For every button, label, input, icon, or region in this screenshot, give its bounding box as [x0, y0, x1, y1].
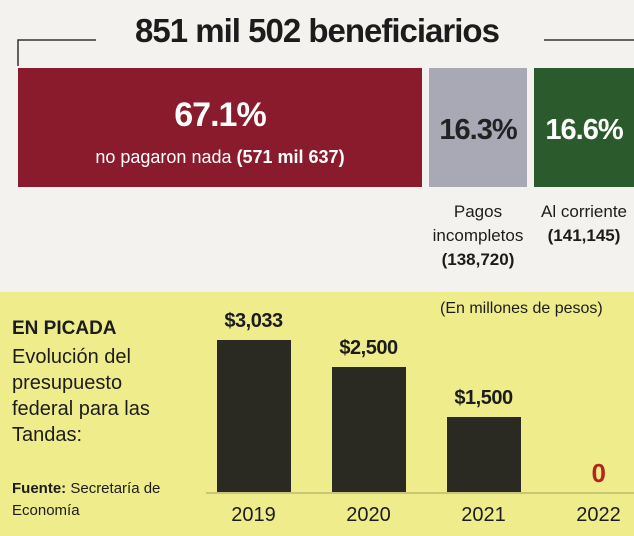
value-label: 67.1%	[174, 96, 266, 134]
category-name: Pagos incompletos	[432, 202, 524, 245]
x-tick-label: 2020	[346, 504, 391, 526]
source: Fuente: Secretaría de Economía	[12, 478, 182, 522]
panel-subtitle: Evolución del presupuesto federal para l…	[12, 346, 150, 446]
category-count: (141,145)	[547, 226, 621, 245]
x-tick-label: 2022	[576, 504, 621, 526]
category-count: (138,720)	[441, 250, 515, 269]
value-label: 16.6%	[545, 114, 623, 146]
category-label: Pagos incompletos (138,720)	[425, 200, 531, 272]
chart-title: 851 mil 502 beneficiarios	[135, 12, 500, 49]
source-text: Secretaría de Economía	[12, 480, 161, 519]
category-label: no pagaron nada (571 mil 637)	[18, 145, 422, 169]
segment	[18, 68, 422, 187]
unit-note: (En millones de pesos)	[440, 300, 603, 317]
value-label: $3,033	[224, 310, 283, 333]
segment	[428, 68, 528, 187]
value-label: $2,500	[339, 337, 398, 359]
category-count: (571 mil 637)	[236, 147, 345, 167]
value-label: 0	[591, 458, 606, 488]
baseline	[206, 492, 634, 494]
x-tick-label: 2019	[231, 504, 276, 526]
bracket	[17, 39, 634, 66]
bar	[216, 340, 291, 492]
segment	[534, 68, 634, 187]
category-name: no pagaron nada	[95, 147, 232, 167]
x-tick-label: 2021	[461, 504, 506, 526]
category-name: Al corriente	[541, 202, 628, 221]
panel-title: EN PICADA	[12, 318, 117, 339]
source-label: Fuente:	[12, 480, 67, 497]
value-label: $1,500	[454, 387, 513, 409]
bar	[331, 367, 406, 492]
bar-panel	[0, 292, 634, 536]
bar	[446, 417, 521, 492]
value-label: 16.3%	[439, 114, 517, 146]
bracket-left	[17, 39, 96, 66]
category-label: Al corriente (141,145)	[530, 200, 634, 248]
